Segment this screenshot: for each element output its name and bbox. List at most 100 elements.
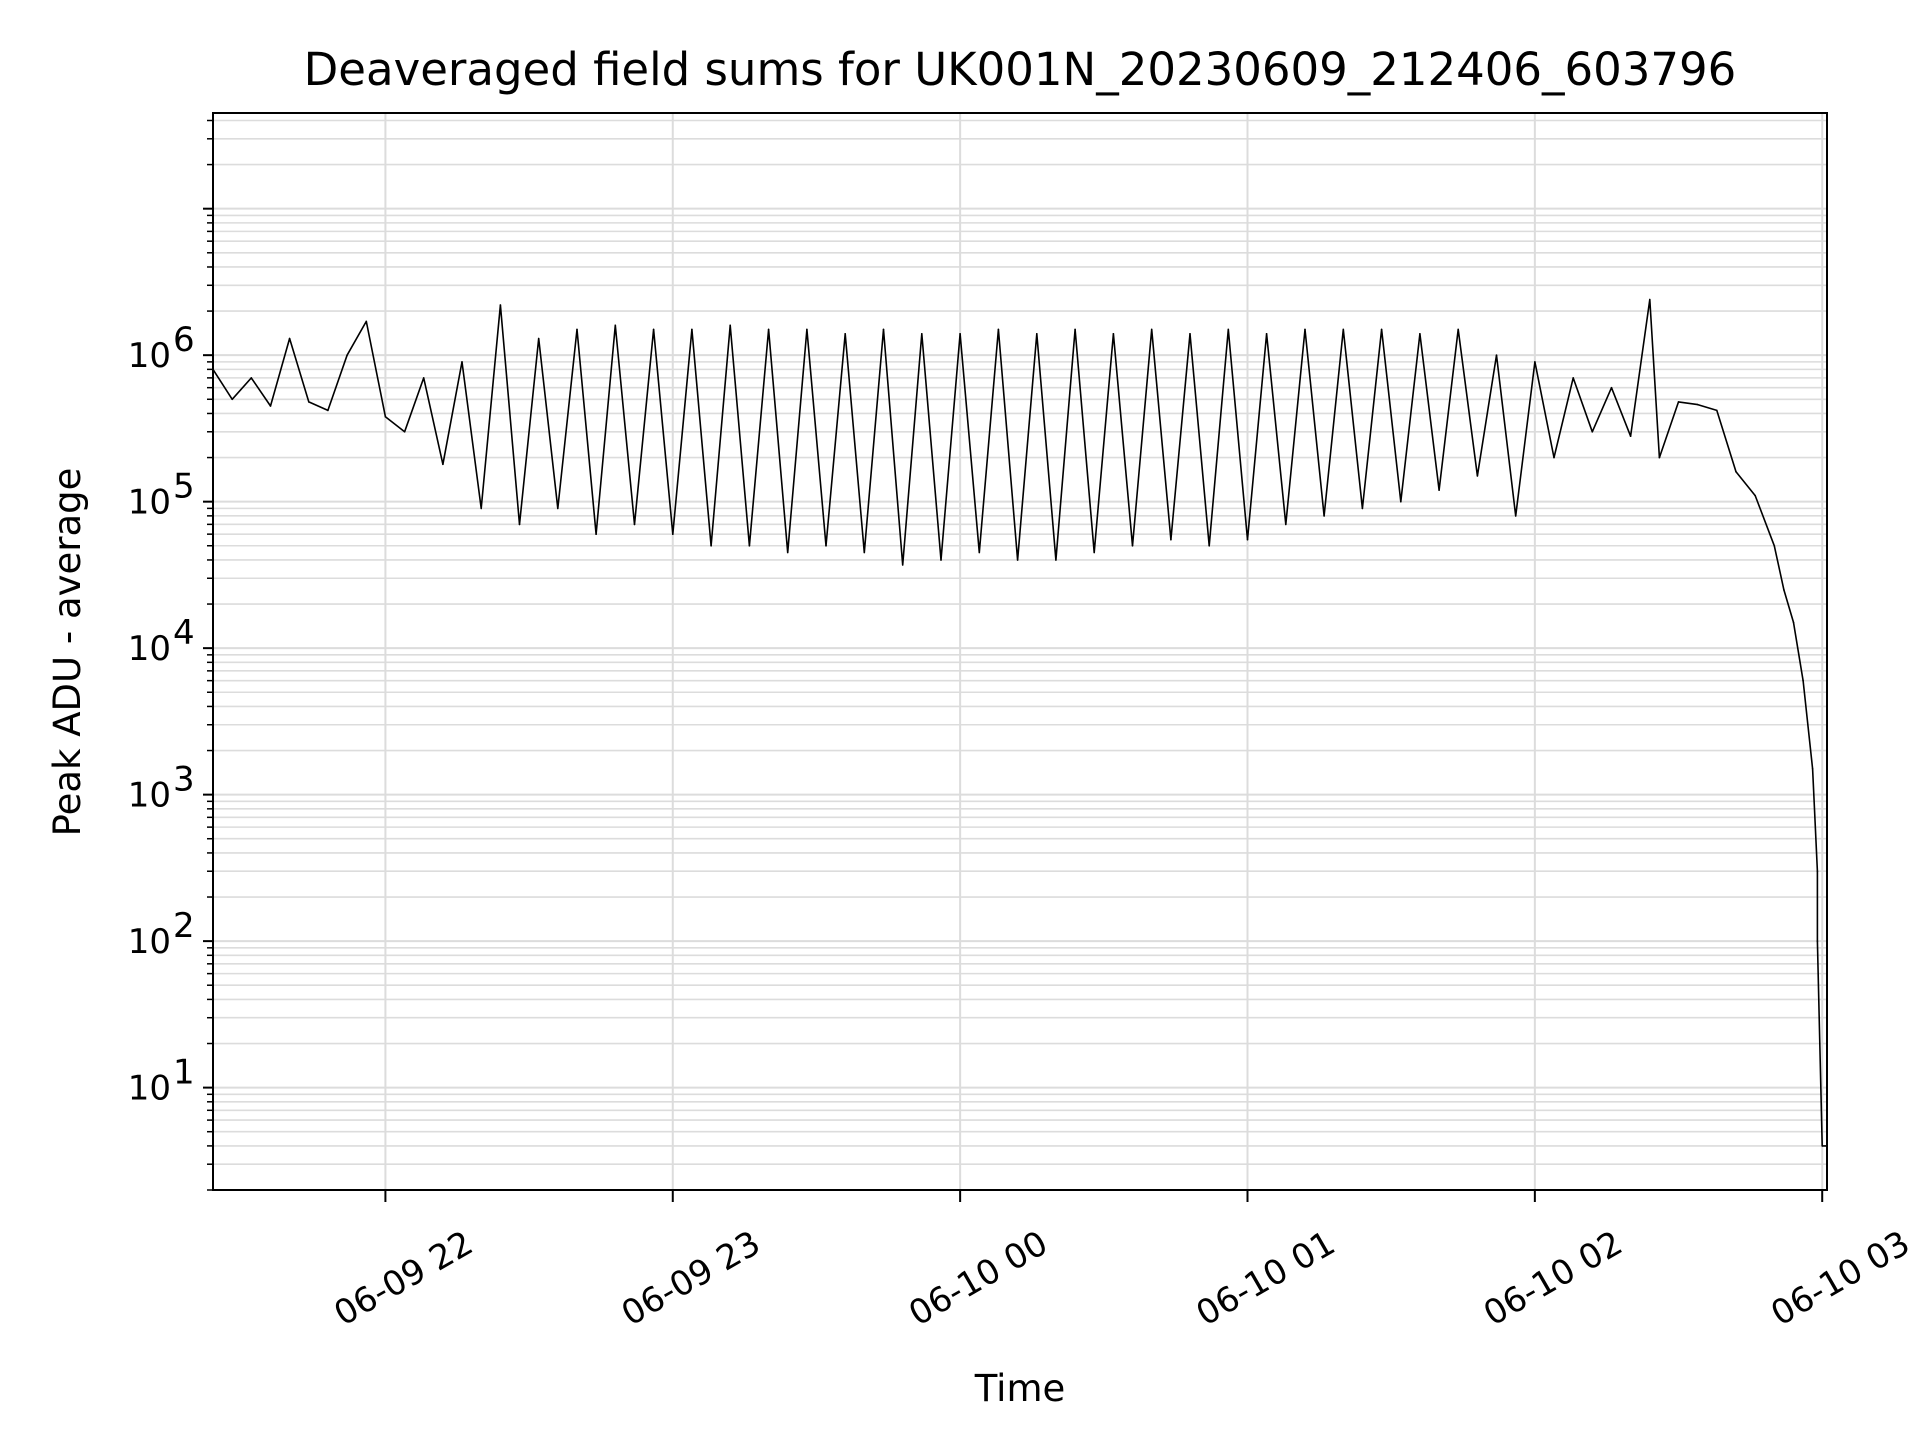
data-point [1802,679,1804,682]
data-point [1811,768,1814,770]
data-point [1716,409,1718,412]
y-tick-exponent: 3 [173,760,195,800]
data-point [1208,545,1210,547]
data-point [959,333,961,335]
data-point [1093,551,1095,554]
data-point [1131,545,1134,547]
data-point [1419,333,1421,335]
data-point [1610,386,1613,389]
data-point [844,333,846,335]
data-point [729,324,731,327]
data-point [327,409,329,412]
chart-title: Deaveraged field sums for UK001N_2023060… [304,43,1737,96]
data-point [748,545,751,547]
data-point [250,377,253,379]
y-tick-label: 10 [128,1069,171,1109]
grid [213,113,1827,1191]
data-point [231,398,233,401]
data-point [1170,538,1172,541]
data-point [1677,401,1680,403]
data-point [269,405,272,407]
data-point [978,551,981,554]
data-point [1658,456,1661,459]
data-point [825,545,827,547]
data-point [1553,456,1555,459]
y-tick-label: 10 [128,922,171,962]
data-point [1534,361,1536,363]
data-point [1783,589,1785,591]
data-point [614,324,617,327]
data-point [882,328,885,331]
data-point [480,507,483,510]
data-point [1773,545,1776,547]
data-point [403,431,406,433]
data-point [1476,475,1479,477]
data-point [537,337,540,340]
data-point [1754,494,1756,497]
data-point [997,328,1000,331]
data-point [1016,559,1019,561]
y-axis-label: Peak ADU - average [46,468,89,837]
x-axis-label: Time [974,1367,1066,1410]
y-tick-exponent: 2 [173,906,195,946]
data-point [308,401,310,403]
data-point [1696,403,1699,406]
data-point [461,361,463,363]
data-point [1150,328,1153,331]
y-tick-label: 10 [128,629,171,669]
data-point [767,328,770,331]
plot-data [212,298,1828,1147]
data-point [1112,333,1115,335]
y-tick-label: 10 [128,336,171,376]
data-point [1074,328,1076,331]
data-point [1591,431,1594,433]
data-point [422,377,425,379]
data-point [1189,333,1191,335]
data-point [1227,328,1230,331]
y-tick-label: 10 [128,776,171,816]
data-point [1342,328,1345,331]
data-point [1735,471,1737,473]
data-point [1816,940,1819,942]
data-point [576,328,578,331]
data-point [940,559,942,561]
data-point [1380,328,1383,331]
data-point [442,463,444,466]
data-point [1495,354,1498,357]
y-tick-exponent: 4 [173,613,195,653]
data-point [806,328,808,331]
data-point [1361,507,1364,510]
data-point [710,545,712,547]
data-point [1792,621,1795,624]
data-point [1285,523,1287,526]
y-tick-exponent: 5 [173,467,195,507]
data-point [1572,377,1574,379]
data-point [1438,489,1440,491]
y-tick-label: 10 [128,483,171,523]
data-point [1246,538,1249,541]
data-point [652,328,655,331]
data-point [691,328,693,331]
data-point [346,354,348,357]
data-point [288,337,291,340]
data-point [1265,333,1268,335]
plot-frame [212,112,1828,1191]
data-point [921,333,923,335]
data-point [384,415,387,418]
data-point [1649,298,1651,301]
data-point [1629,435,1632,438]
data-point [786,551,789,554]
data-point [595,533,597,535]
y-tick-exponent: 1 [173,1053,195,1093]
data-point [1036,333,1038,335]
data-point [633,523,636,526]
data-point [672,533,674,535]
data-point [518,523,521,526]
y-tick-exponent: 6 [173,320,195,360]
data-point [365,320,368,323]
data-point [1055,559,1057,561]
data-point [1457,328,1459,331]
data-point [1821,1145,1823,1147]
data-point [1816,870,1819,872]
